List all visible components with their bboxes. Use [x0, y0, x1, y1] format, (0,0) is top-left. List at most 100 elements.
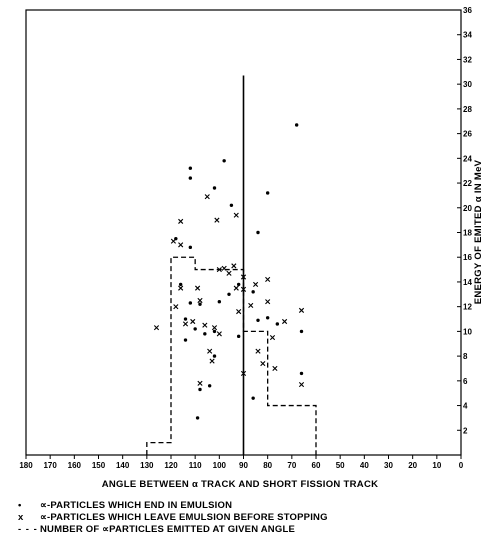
x-tick-label: 170: [43, 461, 57, 470]
y-tick-label: 12: [463, 303, 472, 312]
data-point-x: [211, 325, 218, 331]
y-tick-label: 20: [463, 204, 472, 213]
data-point-dot: [236, 282, 241, 287]
x-tick-label: 10: [432, 461, 441, 470]
x-tick-label: 80: [263, 461, 272, 470]
data-point-x: [298, 307, 305, 313]
data-point-x: [272, 365, 278, 372]
x-tick-label: 50: [336, 461, 345, 470]
data-point-x: [214, 217, 220, 223]
data-point-x: [209, 358, 215, 364]
y-tick-label: 22: [463, 179, 472, 188]
data-point-dot: [198, 302, 202, 306]
data-point-dot: [265, 191, 270, 195]
x-tick-label: 110: [189, 461, 202, 470]
x-tick-label: 120: [164, 461, 178, 470]
data-point-x: [178, 242, 184, 248]
data-point-dot: [188, 166, 193, 170]
y-tick-label: 2: [463, 426, 468, 435]
data-point-dot: [251, 290, 255, 294]
legend-dash-label: NUMBER OF ∝PARTICLES EMITTED AT GIVEN AN…: [40, 524, 295, 535]
data-point-x: [255, 348, 261, 354]
data-point-dot: [275, 322, 280, 326]
x-tick-label: 70: [287, 461, 296, 470]
data-point-x: [173, 304, 179, 310]
data-point-dot: [299, 329, 304, 334]
x-tick-label: 140: [116, 461, 130, 470]
x-axis-ticks: 180 170 160 150 140 130 120 110 100 90 80 70 60 50 40 3…: [19, 455, 464, 470]
data-point-x: [265, 299, 271, 305]
y-tick-label: 34: [463, 31, 472, 40]
x-tick-label: 180: [19, 461, 33, 470]
y-tick-label: 10: [463, 327, 472, 336]
y-tick-label: 6: [463, 377, 468, 386]
y-tick-label: 32: [463, 55, 472, 64]
data-point-dot: [217, 300, 222, 304]
data-point-dot: [236, 334, 241, 339]
dot-series: [174, 123, 304, 420]
legend-x-label: ∝-PARTICLES WHICH LEAVE EMULSION BEFORE …: [40, 512, 328, 523]
data-point-x: [190, 318, 196, 325]
data-point-dot: [193, 327, 197, 331]
legend-dash-symbol: - - -: [18, 524, 38, 535]
data-point-x: [216, 266, 222, 273]
x-axis-title: ANGLE BETWEEN α TRACK AND SHORT FISSION …: [102, 479, 379, 490]
x-tick-label: 40: [360, 461, 369, 470]
data-point-x: [240, 274, 247, 280]
data-point-x: [260, 360, 266, 367]
data-point-x: [226, 270, 232, 276]
data-point-dot: [203, 332, 207, 336]
data-point-dot: [294, 123, 299, 127]
data-point-dot: [178, 282, 183, 287]
x-tick-label: 130: [140, 461, 154, 470]
x-tick-label: 90: [239, 461, 248, 470]
data-point-dot: [188, 301, 193, 305]
data-point-x: [221, 265, 227, 271]
data-point-x: [240, 286, 247, 292]
legend-dot-symbol: •: [18, 500, 22, 511]
data-point-x: [231, 263, 237, 269]
data-point-dot: [188, 245, 193, 250]
data-point-x: [153, 325, 160, 331]
legend: • ∝-PARTICLES WHICH END IN EMULSION x ∝-…: [18, 500, 328, 536]
y-tick-label: 28: [463, 105, 472, 114]
data-point-dot: [256, 318, 260, 322]
y-tick-label: 30: [463, 80, 472, 89]
data-point-x: [178, 285, 184, 291]
data-point-x: [197, 297, 203, 304]
y-tick-label: 4: [463, 402, 468, 411]
data-point-x: [197, 380, 203, 386]
x-tick-label: 160: [68, 461, 82, 470]
data-point-x: [252, 281, 259, 288]
data-point-x: [202, 322, 208, 328]
x-tick-label: 60: [312, 461, 321, 470]
data-point-dot: [222, 159, 226, 163]
y-tick-label: 16: [463, 253, 472, 262]
data-point-dot: [256, 230, 260, 235]
data-point-x: [233, 212, 239, 218]
data-point-dot: [207, 384, 212, 388]
data-point-dot: [198, 387, 202, 392]
y-tick-label: 14: [463, 278, 472, 287]
y-tick-label: 26: [463, 130, 472, 139]
data-point-dot: [299, 371, 304, 376]
chart: 180 170 160 150 140 130 120 110 100 90 80 70 60 50 40 3…: [19, 6, 484, 490]
data-point-x: [182, 321, 189, 327]
histogram-outline: [146, 256, 317, 455]
data-point-dot: [183, 338, 188, 342]
data-point-dot: [183, 317, 188, 321]
y-axis-title: ENERGY OF EMITED α IN MeV: [473, 159, 484, 304]
data-point-dot: [212, 186, 217, 190]
x-tick-label: 150: [92, 461, 106, 470]
x-tick-label: 0: [459, 461, 464, 470]
data-point-x: [170, 238, 177, 244]
y-tick-label: 36: [463, 6, 472, 15]
data-point-dot: [188, 176, 193, 180]
data-point-x: [240, 370, 247, 377]
data-point-x: [216, 331, 222, 337]
legend-x-symbol: x: [18, 512, 24, 523]
data-point-x: [204, 194, 210, 200]
x-tick-label: 30: [384, 461, 393, 470]
data-point-dot: [195, 416, 200, 420]
